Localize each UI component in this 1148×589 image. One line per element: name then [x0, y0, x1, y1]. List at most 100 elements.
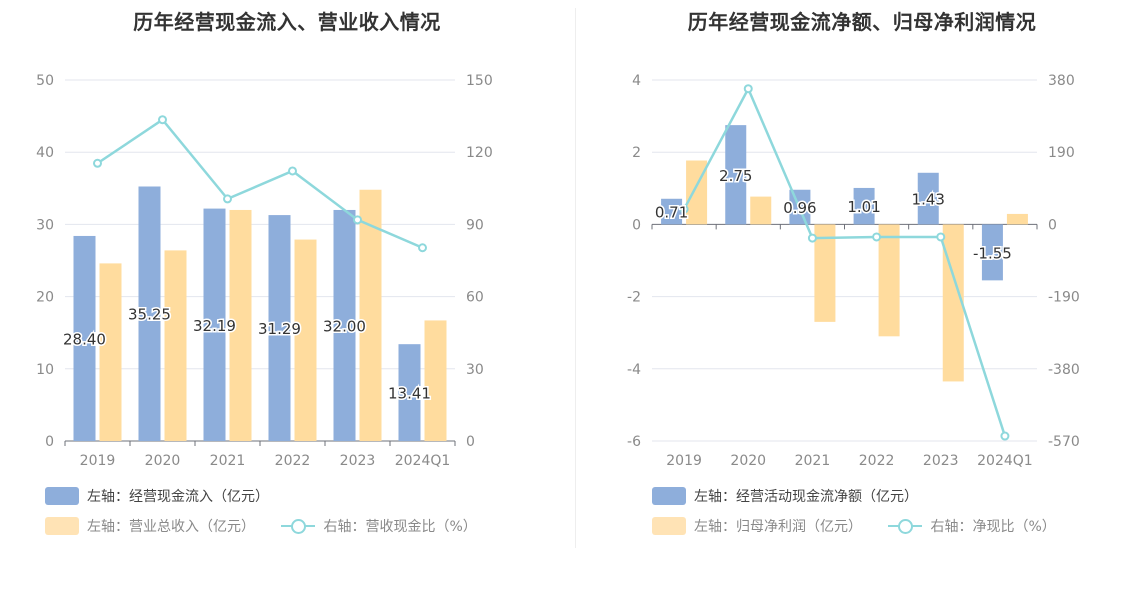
y-left-tick-label: 20: [36, 290, 54, 306]
series-line: [682, 85, 1007, 437]
y-left-tick-label: -2: [627, 290, 641, 306]
bar: [814, 224, 836, 322]
x-category-label: 2019: [80, 453, 116, 469]
x-category-label: 2023: [340, 453, 376, 469]
bar: [917, 172, 939, 225]
x-category-label: 2021: [795, 453, 831, 469]
line-point: [223, 194, 232, 204]
y-right-tick-label: 190: [1048, 145, 1075, 161]
y-left-tick-label: 40: [36, 145, 54, 161]
y-left-tick-label: -6: [627, 434, 641, 450]
legend-line-marker: [888, 517, 923, 535]
line-point: [93, 158, 102, 168]
legend: 左轴：经营现金流入（亿元） 左轴：营业总收入（亿元） 右轴：营收现金比（%）: [45, 486, 499, 536]
bar: [661, 198, 683, 225]
bar: [333, 209, 356, 441]
y-right-tick-label: 150: [466, 73, 493, 89]
bar-data-label: 2.75: [719, 167, 752, 185]
x-category-label: 2022: [859, 453, 895, 469]
bar: [294, 239, 317, 441]
bar: [750, 196, 772, 225]
chart-plot-area: 50 150 40 120 30 90 20 60 10 30 0 0 2019 2020 2021 2022…: [36, 73, 493, 469]
bar: [725, 125, 747, 225]
y-right-tick-label: 0: [466, 434, 475, 450]
bar: [424, 320, 447, 441]
x-category-label: 2020: [145, 453, 181, 469]
bar-data-label: 13.41: [388, 385, 431, 403]
line-point: [353, 215, 362, 225]
y-right-tick-label: -190: [1048, 290, 1080, 306]
legend-item-cash-inflow[interactable]: 左轴：经营现金流入（亿元）: [45, 486, 499, 506]
line-point: [679, 204, 689, 214]
legend-item-net-cash-flow[interactable]: 左轴：经营活动现金流净额（亿元）: [652, 486, 1078, 506]
legend-swatch: [45, 487, 79, 505]
legend-item-cash-ratio[interactable]: 右轴：净现比（%）: [888, 516, 1056, 536]
bar: [878, 224, 900, 337]
line-point: [743, 84, 753, 94]
y-right-tick-label: 60: [466, 290, 484, 306]
bar-data-label: 32.19: [193, 317, 236, 335]
legend-swatch: [45, 517, 79, 535]
bar: [138, 186, 161, 441]
bar: [99, 263, 122, 441]
bar-data-label: 31.29: [258, 320, 301, 338]
line-point: [807, 233, 817, 243]
y-left-tick-label: 0: [45, 434, 54, 450]
bar: [73, 235, 96, 441]
y-left-tick-label: 2: [632, 145, 641, 161]
y-left-tick-label: 30: [36, 217, 54, 233]
bar: [359, 189, 382, 441]
bar-data-label: 1.43: [912, 191, 945, 209]
line-point: [158, 115, 167, 125]
chart-title: 历年经营现金流净额、归母净利润情况: [687, 10, 1037, 34]
bar: [268, 215, 291, 441]
legend-swatch: [652, 517, 686, 535]
y-right-tick-label: 30: [466, 362, 484, 378]
net-cash-flow-profit-chart: 历年经营现金流净额、归母净利润情况 4 380 2 190 0 0 -2 -190 -4 -380…: [576, 0, 1148, 589]
y-right-tick-label: 90: [466, 217, 484, 233]
line-point: [936, 232, 946, 242]
bar: [398, 344, 421, 441]
x-category-label: 2019: [666, 453, 702, 469]
y-right-tick-label: 120: [466, 145, 493, 161]
x-category-label: 2023: [923, 453, 959, 469]
y-right-tick-label: -380: [1048, 362, 1080, 378]
y-left-tick-label: 0: [632, 217, 641, 233]
legend-swatch: [652, 487, 686, 505]
legend-item-net-profit[interactable]: 左轴：归母净利润（亿元）: [652, 516, 862, 536]
bar: [981, 224, 1003, 281]
y-right-tick-label: 380: [1048, 73, 1075, 89]
x-category-label: 2022: [275, 453, 311, 469]
line-point: [1000, 431, 1010, 441]
chart-plot-area: 4 380 2 190 0 0 -2 -190 -4 -380 -6 -570 2019 2020 2021…: [627, 73, 1080, 469]
chart-title: 历年经营现金流入、营业收入情况: [133, 10, 441, 34]
bar-data-label: -1.55: [973, 244, 1012, 262]
y-right-tick-label: -570: [1048, 434, 1080, 450]
bar-data-label: 1.01: [847, 198, 880, 216]
bar-data-label: 28.40: [63, 330, 106, 348]
line-point: [288, 166, 297, 176]
line-point: [418, 243, 427, 253]
bar-data-label: 32.00: [323, 317, 366, 335]
bar: [164, 250, 187, 441]
cash-inflow-revenue-chart: 历年经营现金流入、营业收入情况 50 150 40 120 30 90 20 60 10 30 0 0…: [36, 10, 499, 536]
panel-divider: [575, 8, 576, 548]
bar-data-label: 35.25: [128, 306, 171, 324]
y-right-tick-label: 0: [1048, 217, 1057, 233]
legend-item-revenue[interactable]: 左轴：营业总收入（亿元）: [45, 516, 255, 536]
legend-item-ratio[interactable]: 右轴：营收现金比（%）: [281, 516, 477, 536]
x-category-label: 2020: [730, 453, 766, 469]
x-category-label: 2024Q1: [395, 453, 451, 469]
x-category-label: 2021: [210, 453, 246, 469]
y-left-tick-label: 10: [36, 362, 54, 378]
bar-data-label: 0.71: [655, 204, 688, 222]
y-left-tick-label: 4: [632, 73, 641, 89]
line-point: [872, 232, 882, 242]
bar: [942, 224, 964, 382]
x-category-label: 2024Q1: [977, 453, 1033, 469]
legend: 左轴：经营活动现金流净额（亿元） 左轴：归母净利润（亿元） 右轴：净现比（%）: [652, 486, 1078, 536]
series-line: [96, 118, 423, 249]
y-left-tick-label: 50: [36, 73, 54, 89]
bar: [853, 187, 875, 225]
bar: [1006, 213, 1028, 225]
